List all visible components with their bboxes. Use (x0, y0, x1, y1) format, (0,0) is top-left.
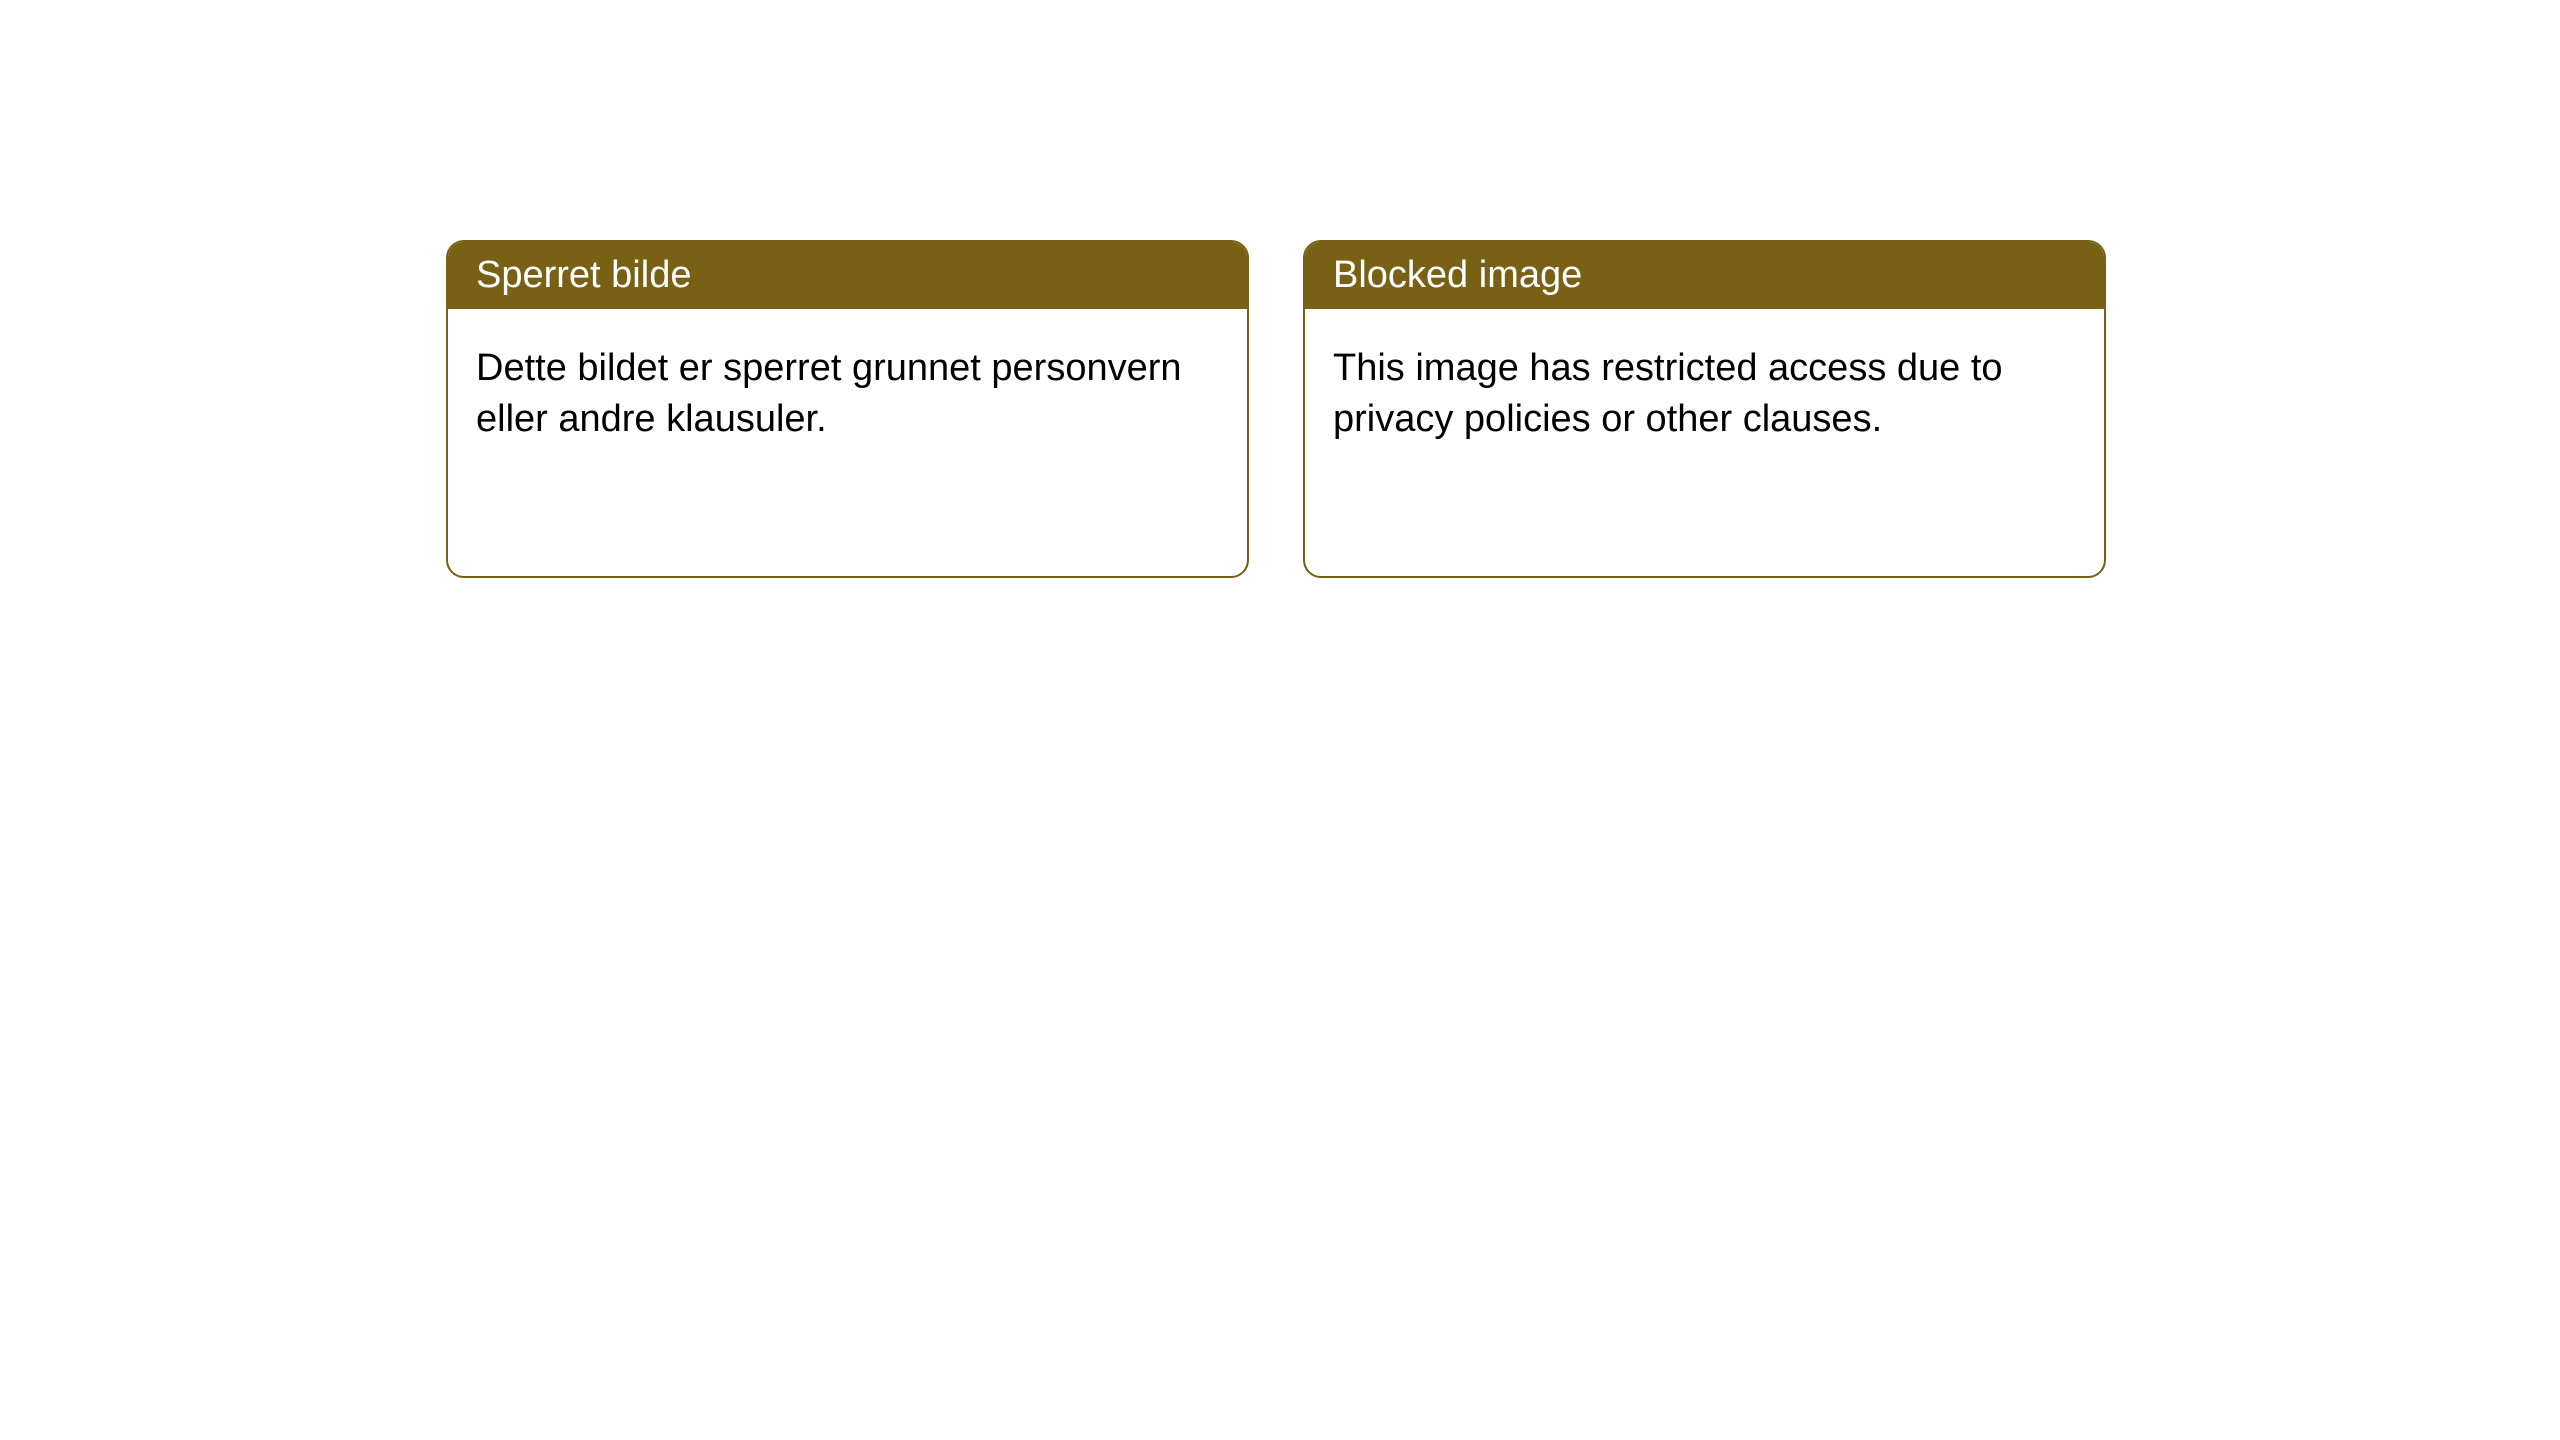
notice-card-en: Blocked image This image has restricted … (1303, 240, 2106, 578)
notice-card-body: Dette bildet er sperret grunnet personve… (448, 309, 1247, 480)
notice-card-title: Blocked image (1305, 242, 2104, 309)
notice-card-body: This image has restricted access due to … (1305, 309, 2104, 480)
notice-container: Sperret bilde Dette bildet er sperret gr… (446, 240, 2106, 578)
notice-card-no: Sperret bilde Dette bildet er sperret gr… (446, 240, 1249, 578)
notice-card-title: Sperret bilde (448, 242, 1247, 309)
